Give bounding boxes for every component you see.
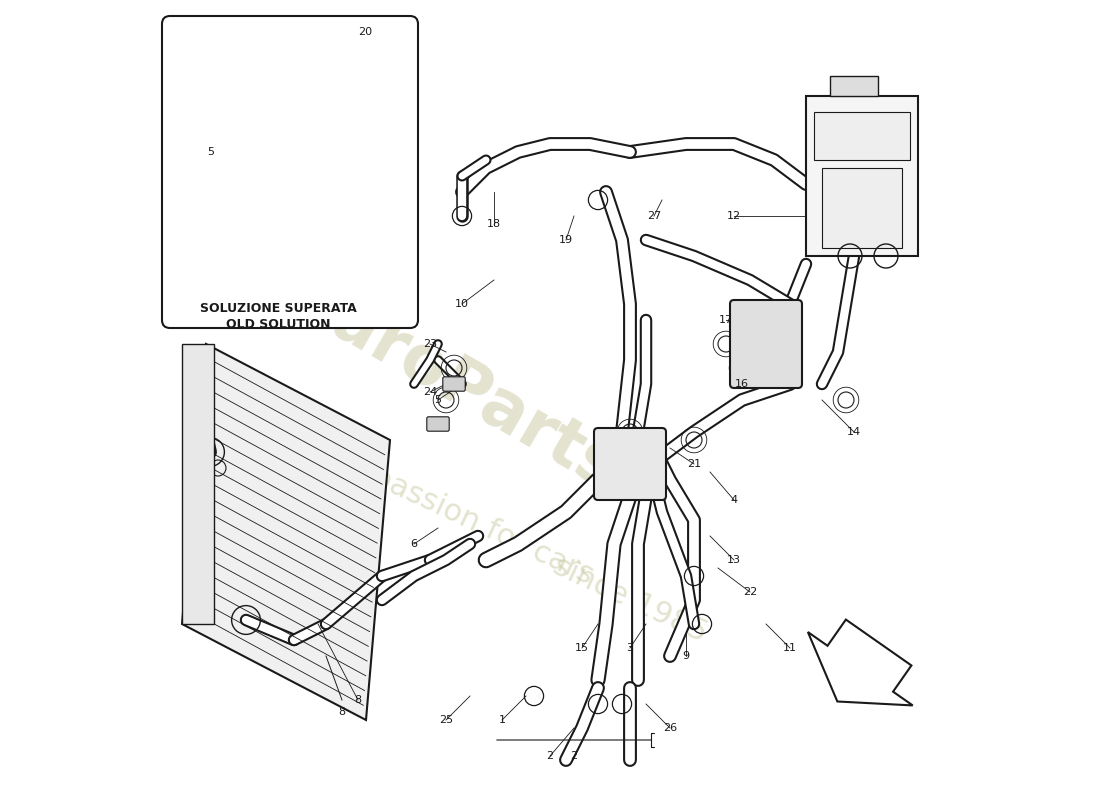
Text: 27: 27 <box>647 211 661 221</box>
Text: 21: 21 <box>686 459 701 469</box>
Text: 13: 13 <box>727 555 741 565</box>
Text: 10: 10 <box>455 299 469 309</box>
Text: 1: 1 <box>498 715 506 725</box>
Text: 2: 2 <box>571 751 578 761</box>
Text: 26: 26 <box>663 723 678 733</box>
Text: 14: 14 <box>847 427 861 437</box>
Text: 15: 15 <box>575 643 589 653</box>
Text: 24: 24 <box>422 387 437 397</box>
Text: 23: 23 <box>422 339 437 349</box>
Text: 25: 25 <box>439 715 453 725</box>
FancyBboxPatch shape <box>730 300 802 388</box>
Text: 17: 17 <box>719 315 733 325</box>
Text: SOLUZIONE SUPERATA: SOLUZIONE SUPERATA <box>199 302 356 314</box>
FancyBboxPatch shape <box>806 96 918 256</box>
FancyBboxPatch shape <box>427 417 449 431</box>
Text: since 1985: since 1985 <box>549 552 712 648</box>
Text: 9: 9 <box>682 651 690 661</box>
Text: 19: 19 <box>559 235 573 245</box>
FancyBboxPatch shape <box>822 168 902 248</box>
Text: a passion for cars: a passion for cars <box>341 450 598 590</box>
FancyBboxPatch shape <box>830 76 878 96</box>
Text: 11: 11 <box>783 643 798 653</box>
Text: euroParts: euroParts <box>278 263 630 505</box>
Text: 12: 12 <box>727 211 741 221</box>
Text: OLD SOLUTION: OLD SOLUTION <box>226 318 330 330</box>
FancyBboxPatch shape <box>162 16 418 328</box>
Text: 16: 16 <box>735 379 749 389</box>
Text: 8: 8 <box>354 695 362 705</box>
Polygon shape <box>807 619 913 706</box>
FancyBboxPatch shape <box>594 428 666 500</box>
Text: 22: 22 <box>742 587 757 597</box>
FancyBboxPatch shape <box>814 112 910 160</box>
FancyBboxPatch shape <box>182 344 214 624</box>
Text: 3: 3 <box>627 643 634 653</box>
FancyBboxPatch shape <box>443 377 465 391</box>
Text: 18: 18 <box>487 219 502 229</box>
Text: 5: 5 <box>434 395 441 405</box>
Text: 6: 6 <box>410 539 418 549</box>
Text: 5: 5 <box>207 147 215 157</box>
Text: 20: 20 <box>358 27 372 37</box>
Text: 4: 4 <box>730 495 738 505</box>
Text: 8: 8 <box>339 707 345 717</box>
Polygon shape <box>182 344 390 720</box>
Text: 2: 2 <box>547 751 553 761</box>
